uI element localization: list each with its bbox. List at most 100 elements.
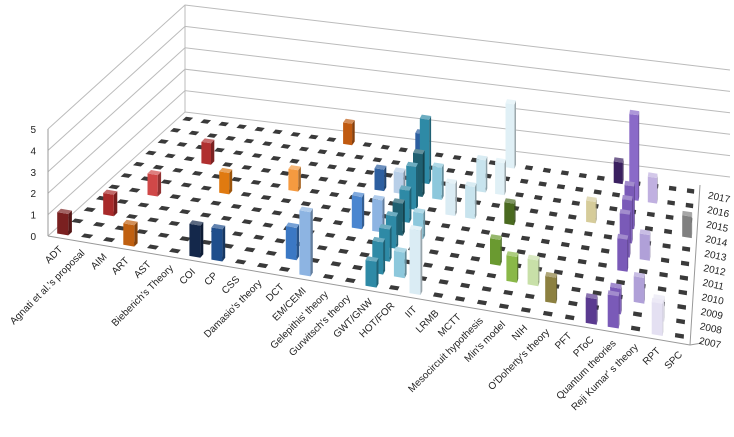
floor-cell xyxy=(236,124,247,128)
bar-side xyxy=(383,239,385,275)
bar-front xyxy=(528,259,539,287)
floor-cell xyxy=(210,201,221,206)
bar-side xyxy=(421,227,423,295)
year-label: 2008 xyxy=(699,321,723,336)
floor-cell xyxy=(595,276,604,282)
floor-cell xyxy=(564,228,573,233)
floor-cell xyxy=(271,156,282,161)
bar-side xyxy=(644,274,645,304)
floor-cell xyxy=(308,135,318,140)
bar-side xyxy=(390,226,392,262)
floor-cell xyxy=(327,164,337,169)
floor-cell xyxy=(336,152,346,157)
bar-side xyxy=(505,159,507,195)
floor-cell xyxy=(429,249,439,254)
floor-cell xyxy=(499,304,509,310)
bar xyxy=(476,155,487,193)
floor-cell xyxy=(266,251,277,256)
bar-side xyxy=(596,198,597,224)
bar-front xyxy=(288,169,298,192)
bar-side xyxy=(634,182,635,229)
bar-side xyxy=(311,208,313,276)
bar xyxy=(445,179,457,217)
floor-cell xyxy=(207,133,218,138)
bar-front xyxy=(586,297,597,325)
bar-side xyxy=(298,167,301,192)
floor-cell xyxy=(200,119,211,123)
floor-cell xyxy=(321,205,332,210)
floor-cell xyxy=(515,192,524,197)
floor-cell xyxy=(242,219,253,224)
floor-cell xyxy=(553,198,562,203)
floor-cell xyxy=(261,168,272,173)
floor-cell xyxy=(290,132,300,137)
floor-cell xyxy=(444,266,454,271)
bar-front xyxy=(545,276,556,304)
bar-side xyxy=(134,222,137,247)
floor-cell xyxy=(680,275,688,281)
floor-cell xyxy=(525,294,535,300)
category-label: CSS xyxy=(220,274,243,297)
bar-front xyxy=(617,238,627,272)
floor-cell xyxy=(317,245,328,250)
bar-side xyxy=(158,172,161,197)
bar-side xyxy=(396,213,398,249)
bar xyxy=(640,229,651,260)
floor-cell xyxy=(575,187,583,192)
bar-front xyxy=(490,238,500,265)
floor-cell xyxy=(534,195,543,200)
bar xyxy=(586,196,597,223)
z-tick-label: 1 xyxy=(30,211,36,222)
floor-cell xyxy=(232,231,243,236)
floor-cell xyxy=(381,145,391,150)
floor-cell xyxy=(476,243,486,248)
bar-front xyxy=(445,182,455,216)
floor-cell xyxy=(450,253,460,258)
floor-cell xyxy=(251,180,262,185)
floor-cell xyxy=(145,151,156,156)
bar xyxy=(648,172,658,203)
z-tick-label: 5 xyxy=(30,125,36,136)
bar-side xyxy=(442,164,444,200)
z-tick-label: 3 xyxy=(30,168,36,179)
floor-cell xyxy=(543,311,553,317)
floor-cell xyxy=(225,136,236,141)
floor-cell xyxy=(557,256,566,261)
floor-cell xyxy=(571,287,580,293)
floor-cell xyxy=(423,263,433,268)
bar xyxy=(432,163,444,200)
year-label: 2017 xyxy=(707,190,731,205)
bar-side xyxy=(486,156,488,192)
floor-cell xyxy=(310,189,320,194)
floor-cell xyxy=(486,216,495,221)
year-label: 2010 xyxy=(701,292,725,307)
floor-cell xyxy=(257,263,268,268)
floor-cell xyxy=(679,290,688,296)
bar-side xyxy=(517,253,518,283)
z-tick-label: 0 xyxy=(30,232,36,243)
floor-cell xyxy=(93,222,105,227)
floor-cell xyxy=(545,225,554,230)
year-label: 2016 xyxy=(706,205,730,220)
bar-side xyxy=(632,196,633,243)
bar-front xyxy=(286,226,297,260)
bar xyxy=(545,272,557,304)
floor-cell xyxy=(161,180,172,185)
bar-side xyxy=(409,187,411,223)
category-label: IIT xyxy=(403,304,419,320)
floor-cell xyxy=(682,246,690,252)
floor-cell xyxy=(461,226,471,231)
floor-cell xyxy=(168,221,180,226)
floor-cell xyxy=(584,231,593,236)
bar-side xyxy=(663,300,664,336)
floor-cell xyxy=(158,206,170,211)
floor-cell xyxy=(117,199,129,204)
floor-cell xyxy=(329,192,339,197)
floor-cell xyxy=(231,177,242,182)
category-label: ADT xyxy=(43,244,65,266)
y-axis xyxy=(690,185,700,345)
bar xyxy=(366,256,379,287)
floor-cell xyxy=(179,209,191,214)
bar xyxy=(288,165,301,192)
floor-cell xyxy=(565,315,575,321)
